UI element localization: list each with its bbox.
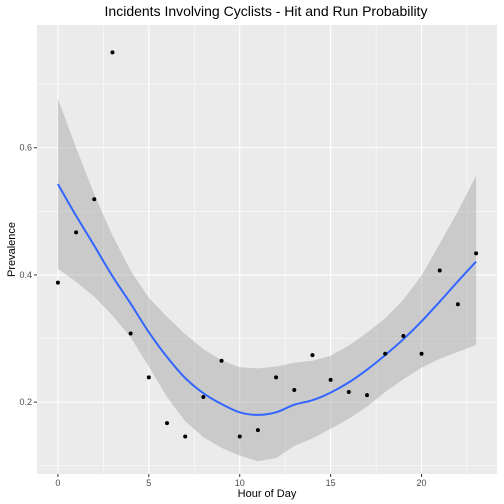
data-point bbox=[310, 353, 315, 358]
data-point bbox=[219, 358, 224, 363]
data-point bbox=[401, 333, 406, 338]
chart-title: Incidents Involving Cyclists - Hit and R… bbox=[105, 3, 428, 19]
data-point bbox=[165, 421, 169, 426]
data-point bbox=[92, 197, 97, 202]
x-tick-label: 5 bbox=[146, 478, 151, 488]
x-tick-label: 20 bbox=[417, 478, 427, 488]
data-point bbox=[383, 351, 388, 356]
data-point bbox=[474, 251, 479, 256]
data-point bbox=[455, 302, 460, 307]
confidence-band bbox=[57, 98, 477, 462]
data-points bbox=[55, 50, 479, 439]
data-point bbox=[274, 375, 279, 380]
data-point bbox=[437, 268, 442, 273]
data-point bbox=[110, 50, 115, 55]
data-point bbox=[74, 230, 79, 235]
data-point bbox=[201, 395, 206, 400]
y-tick-label: 0.2 bbox=[19, 397, 32, 407]
x-tick-label: 0 bbox=[55, 478, 60, 488]
x-axis-title: Hour of Day bbox=[238, 488, 297, 500]
data-point bbox=[128, 331, 133, 336]
data-point bbox=[419, 351, 424, 356]
data-point bbox=[328, 377, 333, 382]
data-point bbox=[255, 428, 260, 433]
y-tick-label: 0.4 bbox=[19, 270, 32, 280]
x-tick-label: 15 bbox=[326, 478, 336, 488]
major-gridlines bbox=[37, 25, 497, 474]
plot-panel bbox=[37, 25, 497, 474]
data-point bbox=[55, 280, 60, 285]
x-axis: 0 5 10 15 20 bbox=[55, 474, 427, 488]
data-point bbox=[346, 389, 351, 394]
data-point bbox=[183, 434, 188, 439]
data-point bbox=[146, 375, 151, 380]
minor-gridlines bbox=[37, 25, 497, 474]
y-tick-label: 0.6 bbox=[19, 143, 32, 153]
data-point bbox=[365, 393, 369, 398]
y-axis-title: Prevalence bbox=[6, 222, 18, 277]
data-point bbox=[292, 388, 297, 393]
smooth-trend-line bbox=[57, 183, 477, 416]
y-axis: 0.2 0.4 0.6 bbox=[19, 143, 37, 407]
x-tick-label: 10 bbox=[235, 478, 245, 488]
data-point bbox=[237, 434, 242, 439]
